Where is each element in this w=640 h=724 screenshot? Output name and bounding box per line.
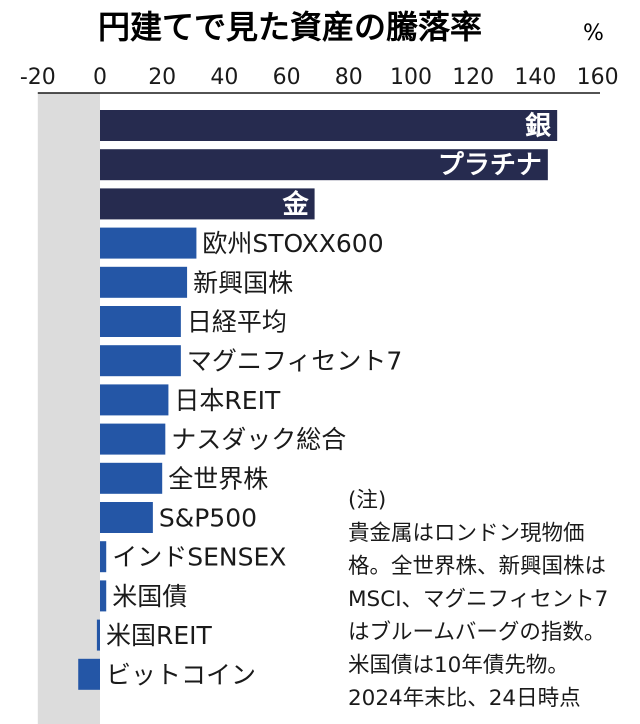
bar [100, 149, 548, 181]
bar [100, 502, 153, 533]
bar [78, 658, 100, 690]
footnote-line: はブルームバーグの指数。 [348, 620, 606, 645]
footnote: (注) 貴金属はロンドン現物価 格。全世界株、新興国株は MSCI、マグニフィセ… [348, 484, 638, 715]
x-tick-label: 80 [335, 65, 363, 90]
category-label: S&P500 [159, 504, 257, 533]
category-label: 金 [282, 189, 310, 220]
x-tick-label: 20 [148, 65, 176, 90]
x-tick-label: 120 [452, 65, 494, 90]
bar [100, 580, 107, 612]
footnote-line: 格。全世界株、新興国株は [348, 554, 607, 579]
category-label: ビットコイン [106, 660, 256, 689]
category-label: 米国REIT [106, 621, 213, 650]
footnote-line: (注) [348, 488, 387, 513]
bar [100, 345, 181, 377]
bar [100, 384, 169, 416]
bar [96, 619, 100, 651]
chart-title: 円建てで見た資産の騰落率 [98, 8, 482, 46]
category-label: ナスダック総合 [171, 425, 346, 454]
bar [100, 188, 315, 220]
unit-label: % [583, 21, 604, 46]
bar [100, 110, 558, 141]
category-label: インドSENSEX [112, 543, 286, 572]
category-label: 全世界株 [168, 464, 268, 493]
footnote-line: MSCI、マグニフィセント7 [348, 587, 609, 612]
category-label: 日経平均 [187, 308, 287, 337]
bar [100, 306, 181, 337]
bar [100, 227, 197, 259]
x-tick-label: 0 [93, 65, 107, 90]
bars [78, 110, 558, 690]
category-label: 銀 [525, 112, 551, 142]
x-tick-label: -20 [20, 65, 56, 90]
footnote-line: 貴金属はロンドン現物価 [348, 521, 585, 546]
category-label: 欧州STOXX600 [202, 229, 383, 258]
bar [100, 462, 163, 494]
x-tick-label: 40 [210, 65, 238, 90]
negative-zone-band [37, 93, 100, 724]
x-tick-label: 100 [390, 65, 432, 90]
category-label: プラチナ [438, 151, 542, 181]
x-tick-label: 140 [514, 65, 556, 90]
x-tick-label: 60 [273, 65, 301, 90]
bar [100, 541, 107, 573]
footnote-line: 2024年末比、24日時点 [348, 686, 581, 711]
category-label: マグニフィセント7 [187, 347, 402, 376]
category-label: 新興国株 [193, 268, 293, 297]
x-tick-label: 160 [577, 65, 619, 90]
category-label: 日本REIT [174, 386, 281, 415]
bar [100, 266, 188, 298]
footnote-line: 米国債は10年債先物。 [348, 653, 569, 678]
bar [100, 423, 166, 455]
x-tick-labels: -20 0 20 40 60 80 100 120 140 160 [20, 65, 619, 90]
category-label: 米国債 [112, 582, 187, 611]
